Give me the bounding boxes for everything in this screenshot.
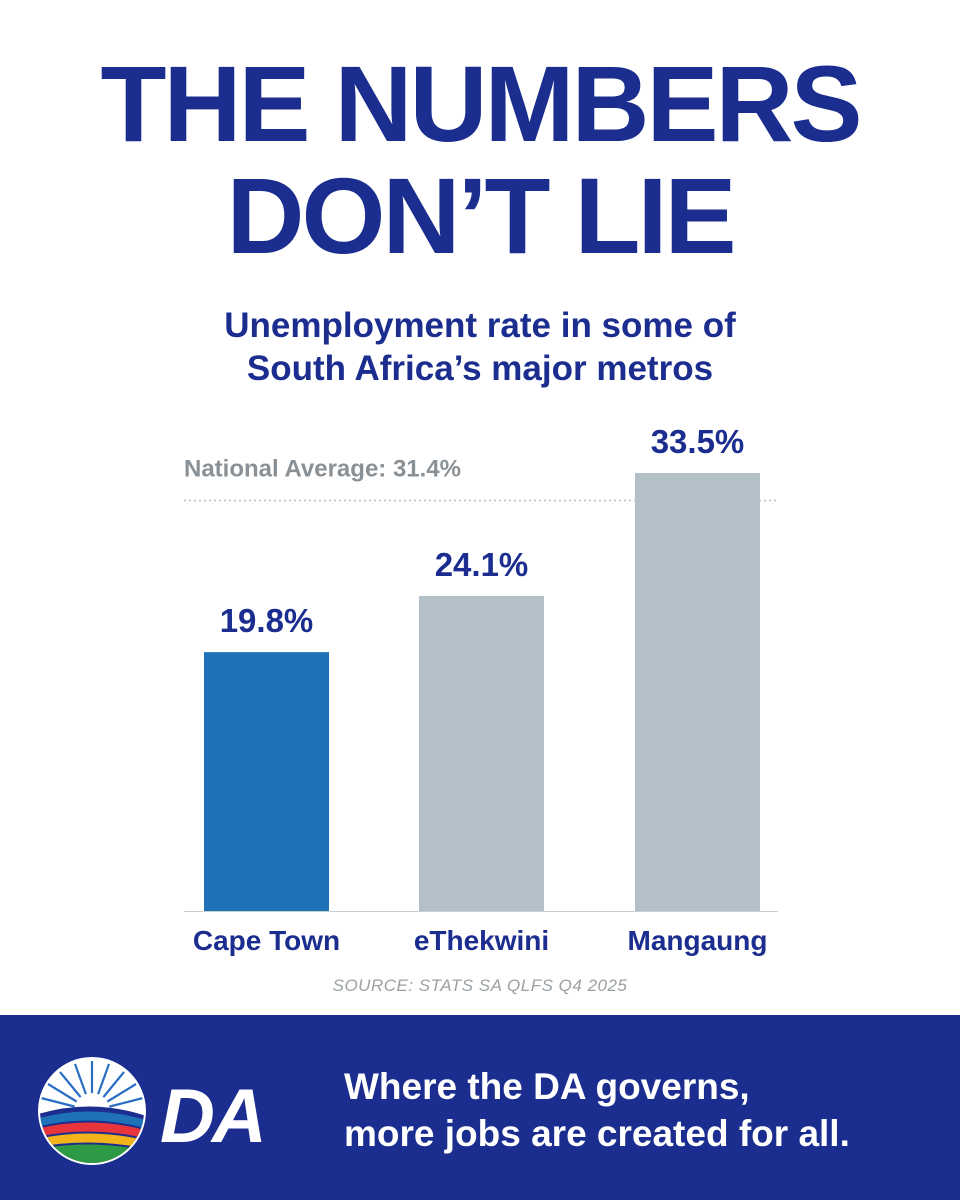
headline: THE NUMBERS DON’T LIE [0, 48, 960, 272]
sun-rays-icon [40, 1061, 144, 1163]
da-logo: DA [38, 1057, 267, 1165]
category-label: Mangaung [628, 925, 768, 956]
headline-line-2: DON’T LIE [226, 155, 737, 276]
source-note: SOURCE: STATS SA QLFS Q4 2025 [332, 976, 628, 995]
chart-title-line-1: Unemployment rate in some of [224, 306, 736, 345]
bar-mangaung [635, 473, 760, 911]
tagline: Where the DA governs, more jobs are crea… [344, 1063, 850, 1157]
value-label: 33.5% [651, 423, 745, 460]
headline-line-1: THE NUMBERS [100, 43, 862, 164]
category-label: Cape Town [193, 925, 340, 956]
tagline-line-2: more jobs are created for all. [344, 1113, 850, 1154]
tagline-line-1: Where the DA governs, [344, 1066, 750, 1107]
chart-title: Unemployment rate in some of South Afric… [0, 304, 960, 390]
chart-title-line-2: South Africa’s major metros [246, 349, 714, 388]
logo-text: DA [160, 1074, 264, 1159]
value-label: 19.8% [220, 602, 314, 639]
footer-banner: DA Where the DA governs, more jobs are c… [0, 1015, 960, 1200]
bar-cape-town [204, 652, 329, 911]
bar-ethekwini [419, 595, 544, 911]
category-label: eThekwini [414, 925, 549, 956]
national-average-label: National Average: 31.4% [184, 455, 461, 482]
bar-chart: National Average: 31.4% 19.8% Cape Town 24.… [184, 423, 778, 956]
value-label: 24.1% [435, 546, 529, 583]
